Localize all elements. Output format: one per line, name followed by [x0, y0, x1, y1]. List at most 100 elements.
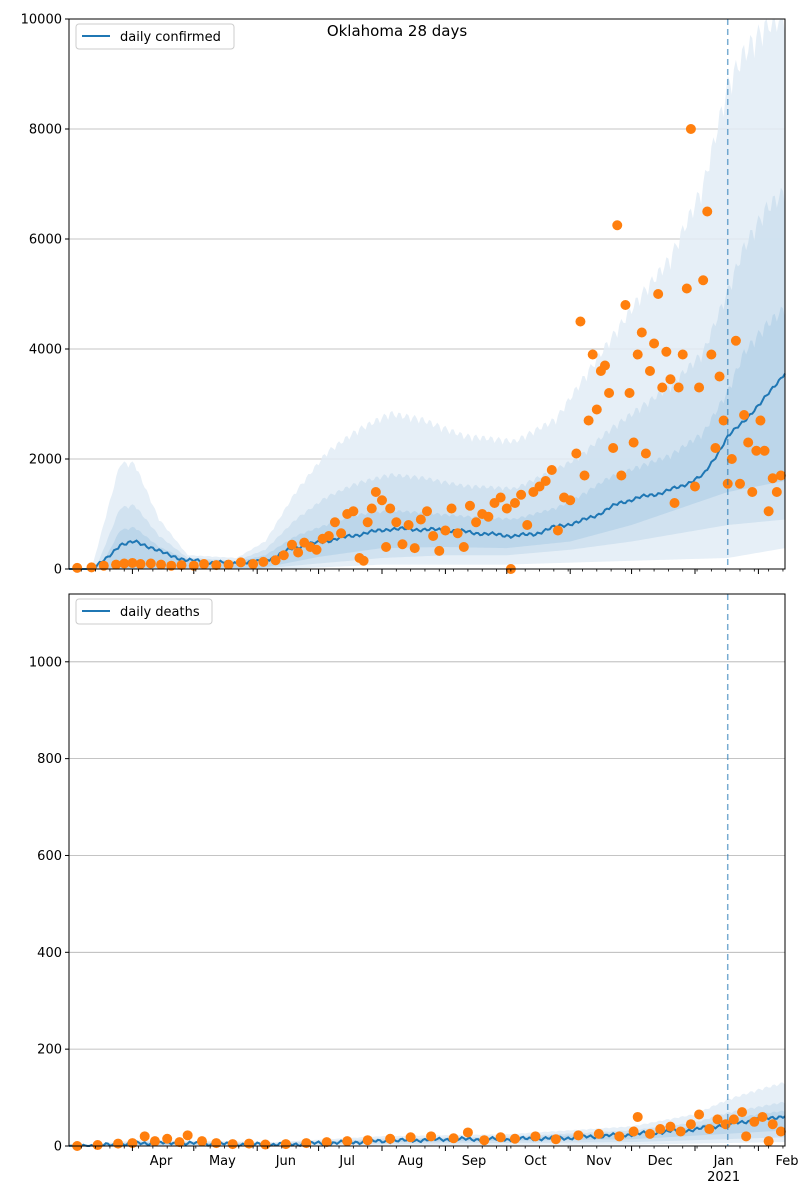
observed-point-43: [415, 514, 426, 525]
observed-point-68: [565, 495, 576, 506]
observed-point-76: [599, 360, 610, 371]
observed-point-86: [640, 448, 651, 459]
observed-point-41: [403, 520, 414, 530]
observed-point-45: [428, 531, 439, 541]
observed-point-18: [270, 555, 281, 566]
observed-point-101: [702, 206, 713, 217]
observed-point-12: [199, 559, 210, 570]
observed-point-5: [149, 1136, 160, 1147]
observed-point-40: [704, 1124, 715, 1135]
axes-frame-confirmed: [68, 18, 786, 570]
observed-point-66: [552, 525, 563, 536]
panel-daily-deaths: 0 200 400 600 800 1000 Apr May Jun Jul Aug Sep Oct N…: [29, 593, 799, 1185]
observed-point-6: [162, 1133, 173, 1144]
series-line-deaths: [68, 1115, 786, 1148]
observed-point-9: [196, 1136, 207, 1147]
observed-point-112: [747, 487, 758, 497]
observed-point-95: [677, 349, 688, 360]
observed-point-71: [579, 470, 590, 481]
observed-point-29: [573, 1130, 584, 1141]
observed-point-82: [624, 388, 635, 398]
observed-point-8: [156, 559, 167, 570]
observed-point-27: [329, 517, 340, 528]
y-axis-confirmed: 0 2000 4000 6000 8000 10000: [21, 13, 69, 578]
observed-point-13: [211, 560, 222, 571]
observed-point-43: [728, 1114, 739, 1125]
observed-point-98: [689, 481, 700, 492]
observed-point-5: [127, 557, 138, 568]
observed-point-81: [620, 300, 631, 310]
observed-point-108: [730, 335, 741, 346]
observed-point-10: [211, 1138, 222, 1149]
observed-point-94: [673, 382, 684, 393]
observed-point-107: [726, 454, 737, 464]
x-axis-confirmed: [80, 569, 784, 574]
observed-point-16: [321, 1137, 332, 1148]
observed-point-103: [710, 443, 721, 453]
observed-point-27: [530, 1131, 541, 1142]
observed-point-114: [755, 415, 766, 426]
observed-point-28: [550, 1134, 561, 1145]
observed-point-99: [694, 382, 705, 393]
observed-point-17: [258, 556, 269, 567]
observed-point-89: [653, 289, 664, 299]
observed-point-84: [632, 349, 643, 360]
y-tick-label-800: 800: [37, 752, 62, 767]
observed-point-85: [636, 327, 647, 338]
observed-point-37: [381, 542, 392, 552]
observed-point-104: [714, 371, 725, 382]
observed-point-37: [675, 1126, 686, 1137]
observed-point-70: [575, 316, 586, 327]
x-axis-deaths: Apr May Jun Jul Aug Sep Oct Nov Dec Jan Feb 2021: [80, 1146, 799, 1185]
observed-point-113: [751, 445, 762, 456]
x-tick-label-Apr: Apr: [150, 1154, 173, 1169]
plot-area-deaths: [69, 594, 785, 1146]
observed-point-44: [422, 506, 432, 517]
observed-point-88: [649, 338, 660, 349]
observed-point-96: [681, 283, 692, 294]
observed-point-118: [771, 487, 782, 497]
observed-point-39: [391, 517, 402, 528]
observed-point-0: [72, 562, 83, 573]
observed-point-2: [113, 1138, 124, 1149]
observed-point-19: [278, 550, 289, 561]
observed-point-49: [452, 528, 463, 539]
observed-point-8: [182, 1130, 193, 1141]
y-tick-label-0: 0: [54, 563, 62, 578]
observed-point-109: [734, 478, 745, 489]
observed-point-11: [227, 1139, 238, 1150]
y-tick-label-600: 600: [37, 849, 62, 864]
observed-point-24: [311, 544, 322, 555]
band-middle: [69, 187, 785, 569]
observed-point-93: [669, 498, 680, 508]
series-line-daily-deaths: [68, 1115, 786, 1148]
observed-point-48: [446, 503, 457, 514]
observed-point-40: [397, 539, 408, 550]
observed-point-57: [501, 503, 512, 514]
series-line-confirmed: [69, 372, 786, 570]
observed-point-22: [448, 1133, 459, 1144]
observed-point-52: [471, 517, 482, 528]
y-tick-label-200: 200: [37, 1043, 62, 1058]
observed-point-42: [409, 543, 420, 554]
observed-point-56: [495, 492, 506, 503]
observed-point-59: [509, 498, 520, 508]
observed-point-21: [293, 547, 304, 558]
observed-point-64: [540, 476, 551, 486]
observed-point-48: [763, 1136, 774, 1147]
y-tick-label-4000: 4000: [29, 343, 62, 358]
observed-point-50: [775, 1126, 786, 1137]
observed-point-34: [644, 1128, 655, 1139]
observed-point-35: [370, 487, 381, 497]
observed-point-41: [712, 1114, 723, 1125]
observed-point-28: [336, 528, 347, 539]
y-tick-label-2000: 2000: [29, 453, 62, 468]
observed-point-1: [86, 562, 97, 573]
observed-point-32: [628, 1126, 639, 1137]
observed-point-19: [385, 1133, 396, 1144]
observed-point-102: [706, 349, 717, 360]
observed-point-44: [737, 1107, 748, 1118]
observed-point-12: [244, 1138, 255, 1149]
